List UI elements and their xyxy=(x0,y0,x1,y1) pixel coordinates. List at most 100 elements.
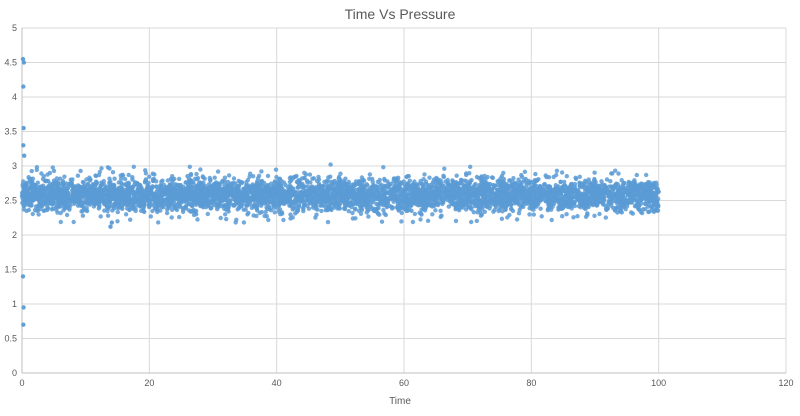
data-point xyxy=(489,175,495,180)
data-point xyxy=(636,207,641,212)
data-point xyxy=(316,174,321,180)
data-point xyxy=(422,172,427,177)
data-point xyxy=(236,178,241,184)
x-tick-label: 60 xyxy=(399,378,409,388)
data-point xyxy=(301,208,306,214)
data-point xyxy=(90,191,95,197)
data-point xyxy=(558,179,563,185)
data-point xyxy=(626,193,632,198)
data-point xyxy=(562,201,568,206)
data-point xyxy=(455,196,461,201)
data-point xyxy=(123,212,129,217)
data-point xyxy=(244,180,249,185)
data-point xyxy=(554,196,559,201)
data-point xyxy=(93,173,98,178)
data-point xyxy=(110,170,116,175)
data-point xyxy=(39,190,44,196)
data-point xyxy=(443,191,448,197)
data-point xyxy=(457,206,462,211)
x-tick-label: 40 xyxy=(272,378,282,388)
data-point xyxy=(583,214,589,219)
data-point xyxy=(510,179,515,184)
data-point xyxy=(438,193,444,198)
data-point xyxy=(62,206,68,211)
data-point xyxy=(122,187,127,193)
data-point xyxy=(207,175,212,181)
data-point xyxy=(633,203,639,208)
data-point xyxy=(222,175,228,180)
data-point xyxy=(629,197,635,202)
data-point xyxy=(324,186,329,192)
data-point xyxy=(414,195,419,201)
data-point xyxy=(316,198,321,204)
data-point xyxy=(616,192,621,198)
data-point xyxy=(409,208,414,213)
data-point xyxy=(302,170,307,175)
data-point xyxy=(51,168,57,174)
data-point xyxy=(84,205,89,211)
data-point xyxy=(99,166,104,171)
data-point xyxy=(267,199,273,205)
data-point xyxy=(289,186,294,191)
data-point xyxy=(567,190,572,195)
data-point xyxy=(476,207,481,212)
data-point xyxy=(51,206,56,211)
data-point xyxy=(646,179,651,185)
data-point xyxy=(587,200,593,206)
data-point xyxy=(390,205,396,210)
data-point xyxy=(585,211,590,216)
x-tick-label: 20 xyxy=(144,378,154,388)
data-point xyxy=(137,204,143,209)
data-point xyxy=(326,175,331,180)
data-point xyxy=(54,179,59,185)
data-point xyxy=(105,213,111,218)
data-point xyxy=(252,203,257,208)
data-point xyxy=(161,192,166,197)
data-point xyxy=(474,197,479,202)
data-point xyxy=(224,204,229,209)
data-point xyxy=(395,204,400,209)
data-point xyxy=(237,201,242,207)
data-point xyxy=(514,217,520,222)
data-point xyxy=(440,184,445,189)
data-point xyxy=(391,199,396,204)
data-point xyxy=(220,187,226,192)
data-point xyxy=(68,194,73,199)
data-point xyxy=(410,198,415,203)
x-tick-label: 100 xyxy=(651,378,666,388)
data-point xyxy=(141,205,146,210)
data-point xyxy=(464,191,469,196)
data-point xyxy=(315,186,321,191)
data-point xyxy=(196,181,202,186)
y-tick-label: 3 xyxy=(12,161,17,171)
data-point xyxy=(571,188,577,193)
data-point xyxy=(560,214,565,219)
data-point xyxy=(538,206,543,211)
data-point xyxy=(516,183,522,188)
data-point xyxy=(446,204,451,209)
data-point xyxy=(419,187,424,192)
data-point xyxy=(505,194,510,199)
data-point xyxy=(198,167,203,172)
data-point xyxy=(127,196,132,201)
data-point xyxy=(327,194,333,200)
data-point xyxy=(442,195,448,201)
data-point xyxy=(285,185,291,190)
data-point xyxy=(115,209,121,215)
data-point xyxy=(96,206,102,211)
data-point xyxy=(639,210,645,216)
data-point xyxy=(250,187,255,192)
data-point xyxy=(451,201,456,206)
data-point xyxy=(418,217,423,222)
data-point xyxy=(87,175,92,180)
data-point xyxy=(146,198,152,204)
data-point xyxy=(262,189,267,194)
data-point xyxy=(131,164,136,169)
data-point xyxy=(292,174,297,180)
data-point xyxy=(307,172,313,177)
data-point xyxy=(602,182,607,188)
data-point xyxy=(280,194,285,200)
x-tick-label: 80 xyxy=(526,378,536,388)
data-point xyxy=(592,170,597,175)
data-point xyxy=(332,196,338,202)
